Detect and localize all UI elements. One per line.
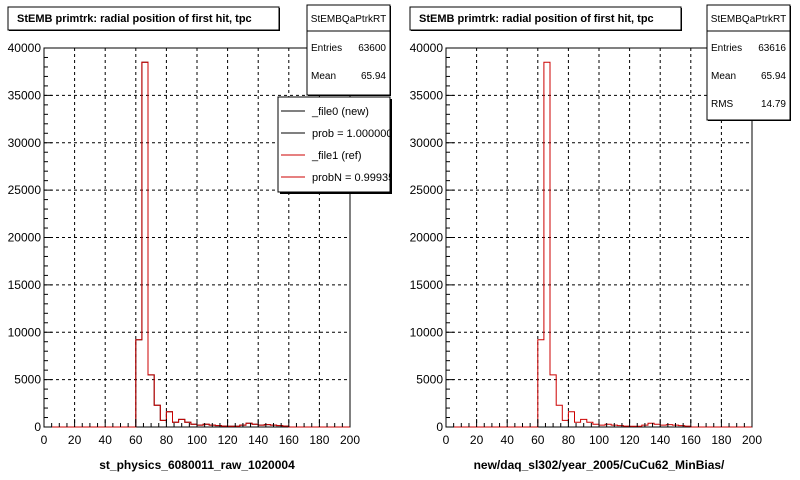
x-tick-label: 200 (340, 433, 360, 447)
chart-title: StEMB primtrk: radial position of first … (419, 13, 654, 25)
chart-title: StEMB primtrk: radial position of first … (17, 13, 252, 25)
x-tick-label: 60 (129, 433, 143, 447)
x-tick-label: 160 (681, 433, 701, 447)
legend-box (277, 96, 391, 193)
y-tick-label: 25000 (410, 183, 444, 197)
stats-label: Entries (311, 43, 342, 54)
x-tick-label: 200 (742, 433, 762, 447)
x-tick-label: 140 (248, 433, 268, 447)
x-tick-label: 80 (160, 433, 174, 447)
stats-label: Mean (311, 71, 336, 82)
y-tick-label: 35000 (410, 88, 444, 102)
legend-entry-label: _file1 (ref) (311, 150, 362, 162)
x-tick-label: 100 (187, 433, 207, 447)
x-tick-label: 100 (589, 433, 609, 447)
stats-value: 63600 (358, 43, 386, 54)
y-tick-label: 35000 (8, 88, 42, 102)
x-axis-label: new/daq_sl302/year_2005/CuCu62_MinBias/ (474, 458, 725, 472)
stats-name: StEMBQaPtrkRT (711, 14, 786, 25)
x-tick-label: 80 (562, 433, 576, 447)
stats-box (306, 4, 391, 96)
y-tick-label: 40000 (410, 41, 444, 55)
stats-value: 65.94 (761, 71, 786, 82)
y-tick-label: 20000 (8, 231, 42, 245)
x-tick-label: 180 (309, 433, 329, 447)
stats-value: 63616 (758, 43, 786, 54)
y-tick-label: 15000 (8, 278, 42, 292)
y-tick-label: 40000 (8, 41, 42, 55)
y-tick-label: 30000 (8, 136, 42, 150)
chart-panel-2: 0 20 40 60 80 100 120 140 160 180 200 0 5000 10000 150… (409, 4, 791, 472)
y-tick-label: 5000 (14, 373, 41, 387)
y-tick-label: 10000 (410, 325, 444, 339)
stats-value: 65.94 (361, 71, 386, 82)
y-tick-label: 30000 (410, 136, 444, 150)
chart-title-box (7, 6, 280, 31)
stats-name: StEMBQaPtrkRT (311, 14, 386, 25)
x-tick-label: 180 (711, 433, 731, 447)
y-tick-label: 15000 (410, 278, 444, 292)
y-tick-label: 20000 (410, 231, 444, 245)
x-tick-label: 0 (443, 433, 450, 447)
x-tick-label: 20 (470, 433, 484, 447)
stats-value: 14.79 (761, 99, 786, 110)
legend-entry-label: _file0 (new) (311, 106, 369, 118)
y-tick-label: 10000 (8, 325, 42, 339)
y-tick-label: 0 (34, 420, 41, 434)
legend-entry-label: prob = 1.000000 (312, 128, 392, 140)
x-tick-label: 120 (620, 433, 640, 447)
chart-panel-1: 0 20 40 60 80 100 120 140 160 180 200 0 5000 10000 150… (7, 4, 400, 472)
stats-label: Entries (711, 43, 742, 54)
legend-entries: _file0 (new) prob = 1.000000 _file1 (ref) p… (281, 106, 400, 184)
x-tick-label: 60 (531, 433, 545, 447)
stats-label: RMS (711, 99, 734, 110)
y-tick-label: 5000 (416, 373, 443, 387)
x-tick-label: 20 (68, 433, 82, 447)
stats-box (706, 4, 791, 121)
legend-entry-label: probN = 0.999355 (312, 172, 400, 184)
y-tick-label: 25000 (8, 183, 42, 197)
chart-title-box (409, 6, 682, 31)
x-axis-label: st_physics_6080011_raw_1020004 (99, 458, 295, 472)
x-tick-label: 160 (279, 433, 299, 447)
stats-label: Mean (711, 71, 736, 82)
y-tick-label: 0 (436, 420, 443, 434)
x-tick-label: 0 (41, 433, 48, 447)
x-tick-label: 120 (218, 433, 238, 447)
x-tick-label: 40 (99, 433, 113, 447)
x-tick-label: 140 (650, 433, 670, 447)
x-tick-label: 40 (501, 433, 515, 447)
